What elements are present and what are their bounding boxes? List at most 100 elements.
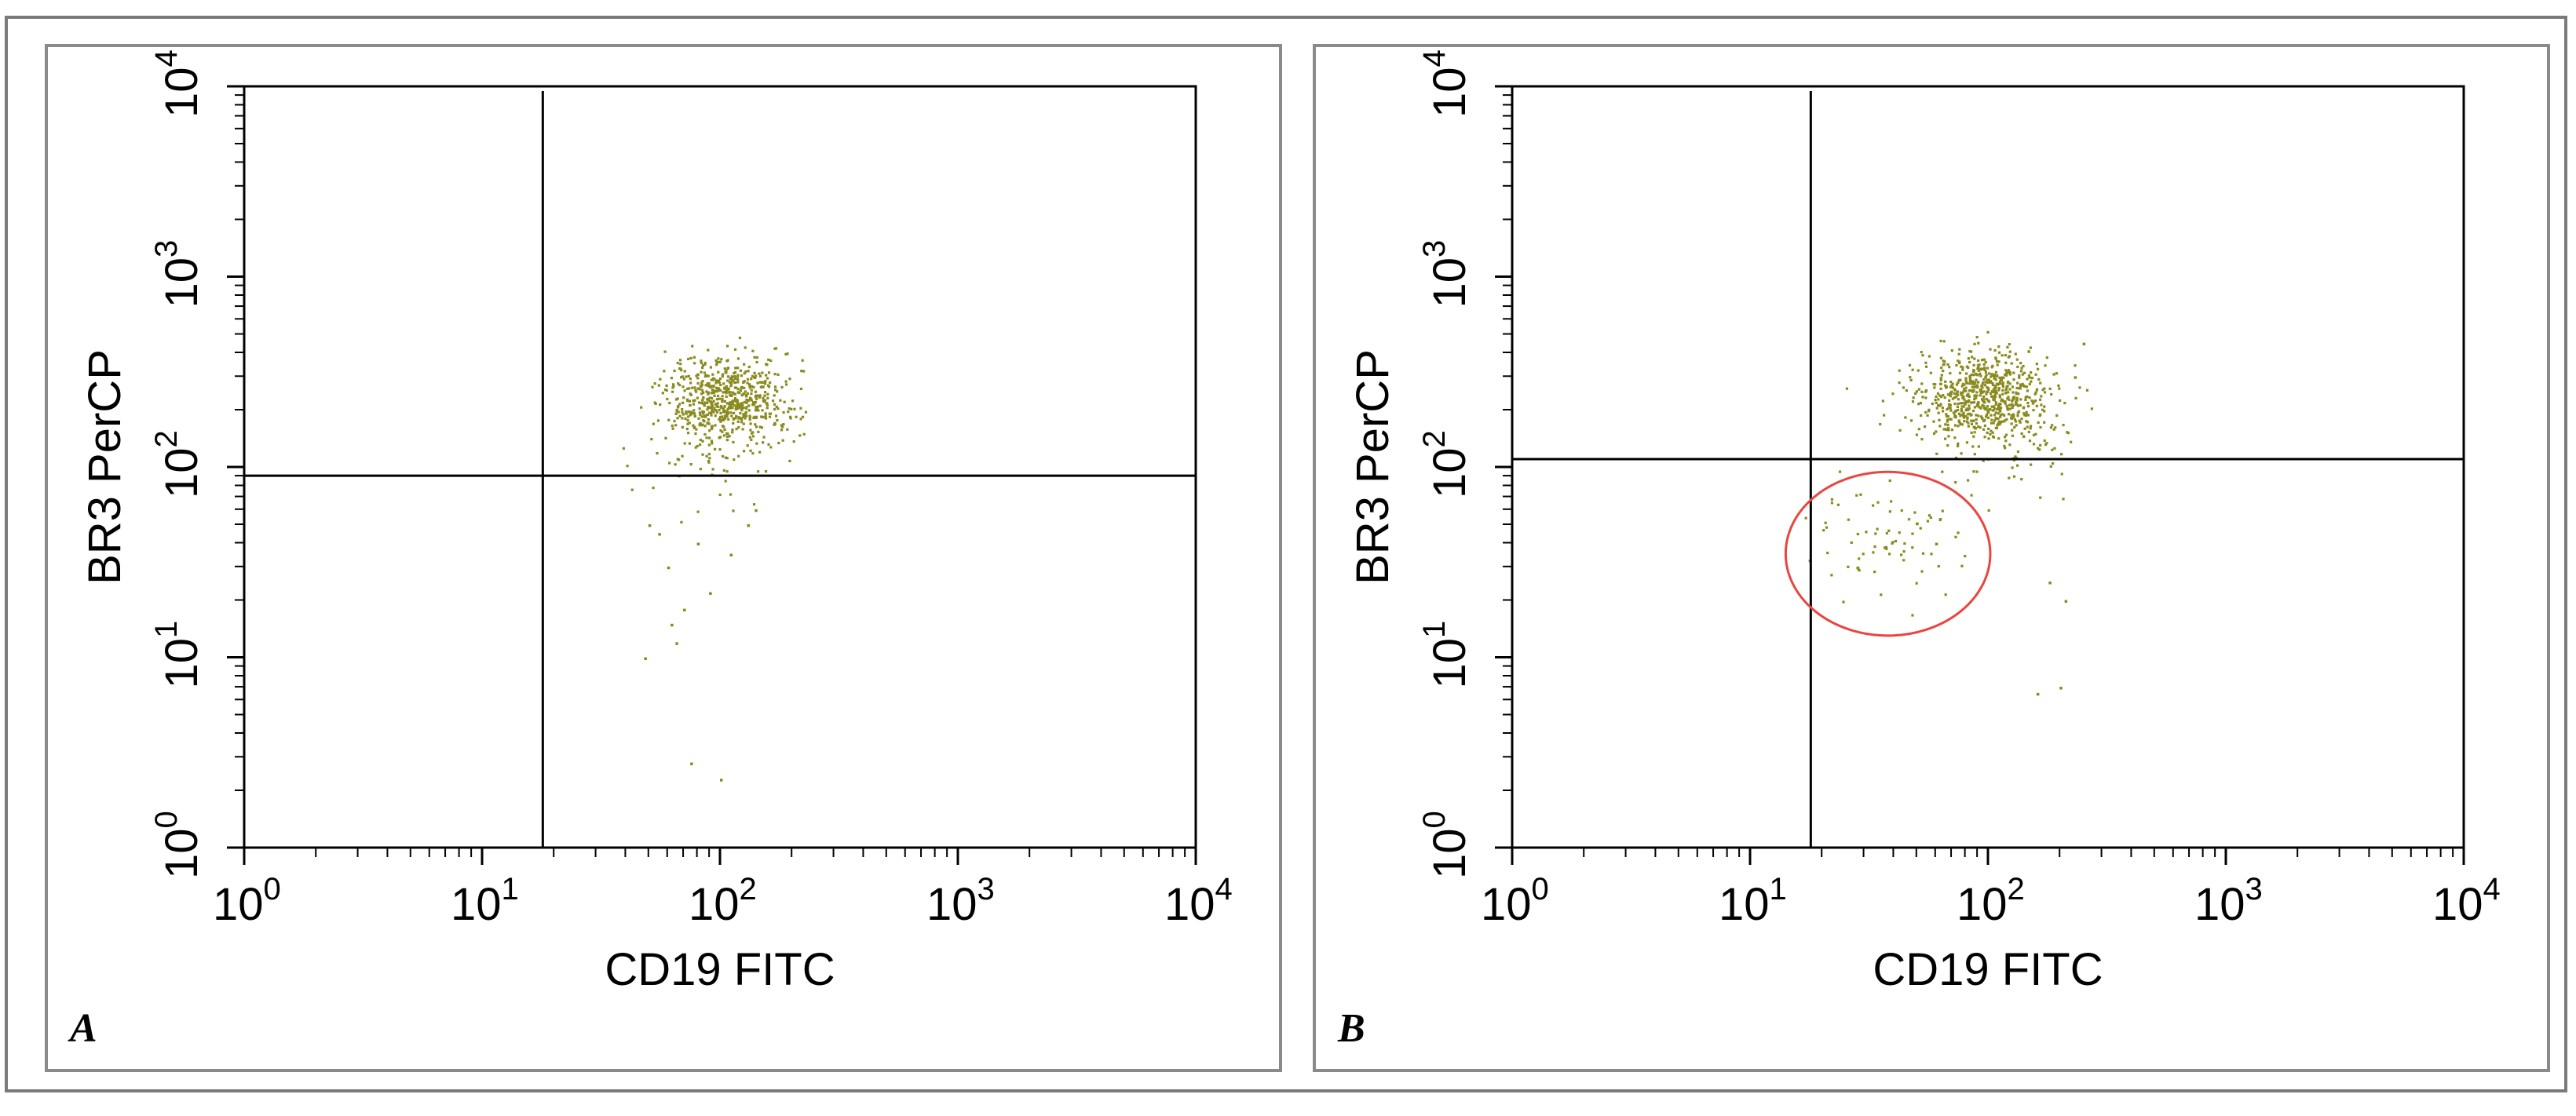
- data-point: [757, 430, 760, 433]
- data-point: [713, 407, 716, 410]
- data-point: [719, 436, 722, 439]
- data-point: [1898, 531, 1901, 534]
- data-point: [689, 377, 692, 381]
- data-point: [710, 427, 714, 431]
- data-point: [1956, 408, 1960, 412]
- data-point: [776, 418, 779, 422]
- data-point: [1890, 500, 1893, 503]
- data-point: [710, 396, 714, 400]
- data-point: [734, 417, 737, 420]
- data-point: [712, 410, 715, 414]
- data-point: [2008, 407, 2011, 410]
- data-point: [1997, 386, 2001, 390]
- data-point: [710, 407, 713, 410]
- data-point: [1965, 399, 1968, 403]
- data-point: [2001, 381, 2005, 385]
- data-point: [2037, 377, 2041, 381]
- data-point: [1986, 410, 1990, 414]
- data-point: [1990, 366, 1993, 369]
- data-point: [1946, 407, 1949, 411]
- data-point: [703, 361, 707, 365]
- data-point: [2001, 398, 2004, 401]
- data-point: [2014, 352, 2017, 356]
- data-point: [721, 430, 724, 433]
- data-point: [678, 414, 681, 418]
- data-point: [707, 348, 710, 352]
- data-point: [761, 409, 764, 412]
- data-point: [780, 424, 783, 427]
- data-point: [1966, 381, 1969, 385]
- data-point: [1927, 355, 1931, 358]
- data-point: [1924, 361, 1927, 364]
- data-point: [2026, 395, 2029, 399]
- data-point: [1944, 593, 1947, 596]
- data-point: [1968, 388, 1971, 392]
- data-point: [2043, 439, 2046, 443]
- data-point: [727, 403, 731, 406]
- data-point: [736, 391, 740, 394]
- x-axis-label: CD19 FITC: [1873, 944, 2103, 995]
- data-point: [707, 374, 710, 377]
- data-point: [725, 410, 729, 414]
- data-point: [692, 412, 696, 415]
- data-point: [745, 414, 748, 418]
- data-point: [711, 401, 714, 404]
- data-point: [773, 385, 777, 388]
- data-point: [681, 413, 685, 416]
- data-point: [799, 387, 803, 391]
- data-point: [736, 378, 740, 381]
- data-point: [2011, 429, 2014, 432]
- data-point: [2034, 391, 2037, 394]
- data-point: [689, 403, 692, 407]
- data-point: [2018, 419, 2021, 422]
- data-point: [748, 418, 751, 421]
- data-point: [692, 409, 696, 412]
- data-point: [773, 407, 776, 411]
- data-point: [709, 366, 713, 369]
- data-point: [1934, 399, 1937, 402]
- data-point: [774, 388, 777, 392]
- data-point: [677, 410, 680, 414]
- data-point: [801, 415, 805, 418]
- data-point: [1960, 385, 1964, 388]
- data-point: [688, 399, 692, 403]
- data-point: [769, 412, 773, 415]
- data-point: [719, 388, 722, 392]
- data-point: [1990, 405, 1993, 408]
- data-point: [1991, 431, 1994, 434]
- data-point: [2005, 385, 2008, 388]
- data-point: [687, 374, 690, 377]
- data-point: [758, 374, 762, 377]
- data-point: [1997, 351, 2001, 354]
- data-point: [2070, 440, 2073, 443]
- data-point: [2015, 424, 2018, 427]
- data-point: [2005, 371, 2008, 374]
- data-point: [758, 425, 762, 429]
- data-point: [1997, 345, 2001, 348]
- data-point: [1978, 363, 1981, 367]
- plot-frame: [243, 85, 1197, 849]
- data-point: [2022, 385, 2026, 388]
- y-tick-label: 100: [149, 811, 207, 879]
- data-point: [1830, 501, 1834, 505]
- data-point: [2019, 398, 2022, 401]
- y-tick-label: 104: [149, 49, 207, 118]
- data-point: [2017, 392, 2020, 396]
- data-point: [1919, 527, 1922, 530]
- data-point: [1987, 378, 1990, 381]
- data-point: [1953, 410, 1957, 414]
- data-point: [2051, 461, 2055, 465]
- data-point: [1935, 542, 1938, 546]
- data-point: [663, 370, 666, 373]
- data-point: [685, 375, 688, 378]
- data-point: [755, 509, 758, 512]
- data-point: [1992, 388, 1995, 392]
- data-point: [746, 444, 749, 447]
- data-point: [2026, 377, 2029, 381]
- data-point: [1975, 396, 1978, 399]
- data-point: [685, 398, 689, 401]
- data-point: [722, 425, 725, 428]
- data-point: [1920, 382, 1924, 385]
- data-point: [786, 352, 789, 356]
- data-point: [700, 385, 703, 388]
